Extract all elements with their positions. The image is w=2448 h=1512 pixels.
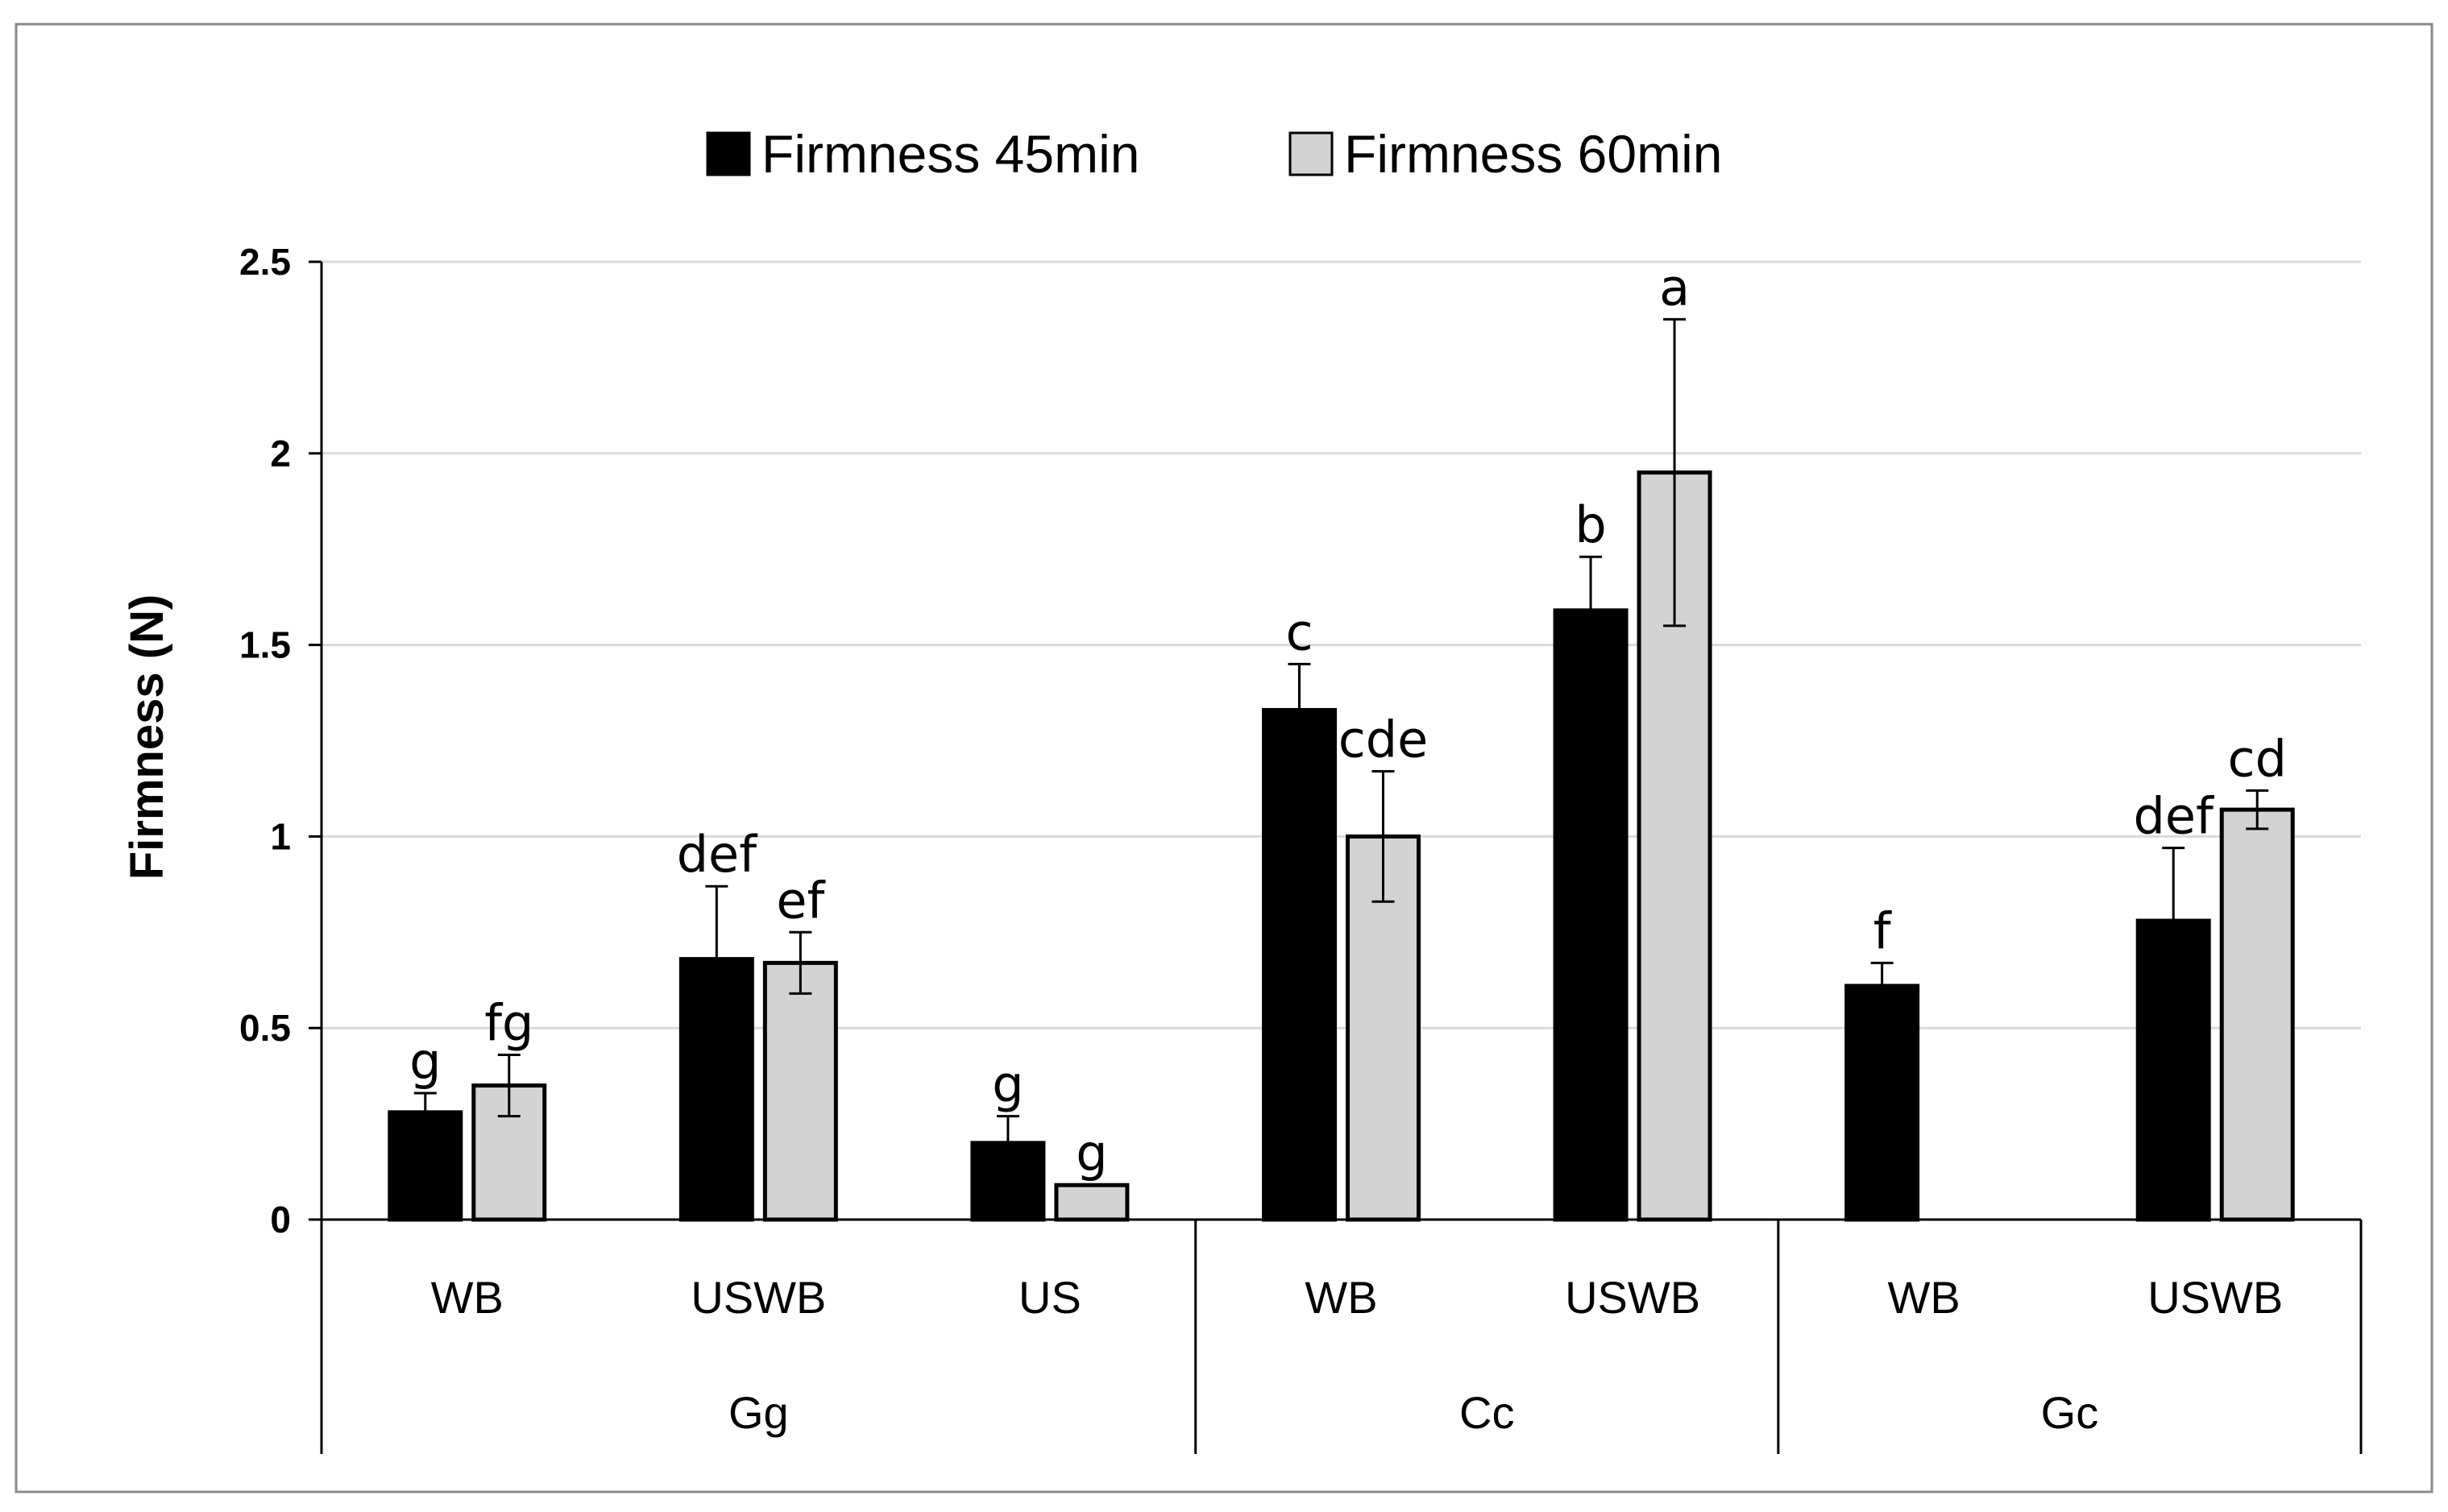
group-label: Gg: [728, 1387, 789, 1438]
gridlines: [322, 260, 2361, 1029]
bar-60min: [762, 960, 838, 1222]
significance-letter: def: [2134, 787, 2216, 846]
bar-60min: [1054, 1183, 1130, 1222]
significance-letter: g: [992, 1055, 1023, 1114]
category-label: WB: [1888, 1272, 1960, 1323]
significance-letter: b: [1575, 495, 1606, 554]
y-tick-label: 2.5: [239, 241, 291, 283]
significance-letter: cd: [2227, 729, 2286, 788]
significance-letter: g: [1076, 1124, 1107, 1183]
y-tick-label: 1.5: [239, 624, 291, 666]
y-tick-label: 0.5: [239, 1007, 291, 1049]
error-bars: [413, 317, 2269, 1171]
category-label: US: [1019, 1272, 1081, 1323]
category-label: WB: [1305, 1272, 1377, 1323]
group-label: Gc: [2041, 1387, 2099, 1438]
legend-label-60min: Firmness 60min: [1344, 124, 1722, 184]
chart-border: [15, 23, 2433, 1493]
bar-60min: [2219, 807, 2295, 1222]
significance-letter: fg: [484, 993, 533, 1052]
significance-letter: c: [1285, 603, 1313, 661]
significance-letter: def: [677, 825, 759, 884]
legend: Firmness 45min Firmness 60min: [706, 124, 1722, 184]
category-label: WB: [431, 1272, 504, 1323]
category-label: USWB: [1565, 1272, 1700, 1323]
group-label: Cc: [1459, 1387, 1514, 1438]
y-tick-label: 2: [270, 433, 291, 474]
bar-60min: [471, 1083, 547, 1222]
y-axis-title: Firmness (N): [121, 594, 173, 880]
y-tick-label: 0: [270, 1199, 291, 1241]
bar-45min: [1262, 707, 1337, 1222]
y-tick-label: 1: [270, 815, 291, 857]
legend-label-45min: Firmness 45min: [761, 124, 1139, 184]
legend-swatch-60min: [1288, 131, 1334, 176]
significance-letter: ef: [776, 871, 826, 930]
significance-letter: g: [409, 1032, 441, 1091]
significance-letter: a: [1659, 258, 1690, 317]
y-axis: 0 0.5 1 1.5 2 2.5: [239, 241, 323, 1241]
bar-45min: [1844, 984, 1920, 1222]
significance-letter: cde: [1338, 710, 1429, 769]
category-label: USWB: [691, 1272, 826, 1323]
bar-45min: [1553, 608, 1629, 1222]
category-label: USWB: [2147, 1272, 2283, 1323]
legend-swatch-45min: [706, 131, 751, 176]
significance-letter: f: [1873, 901, 1893, 960]
